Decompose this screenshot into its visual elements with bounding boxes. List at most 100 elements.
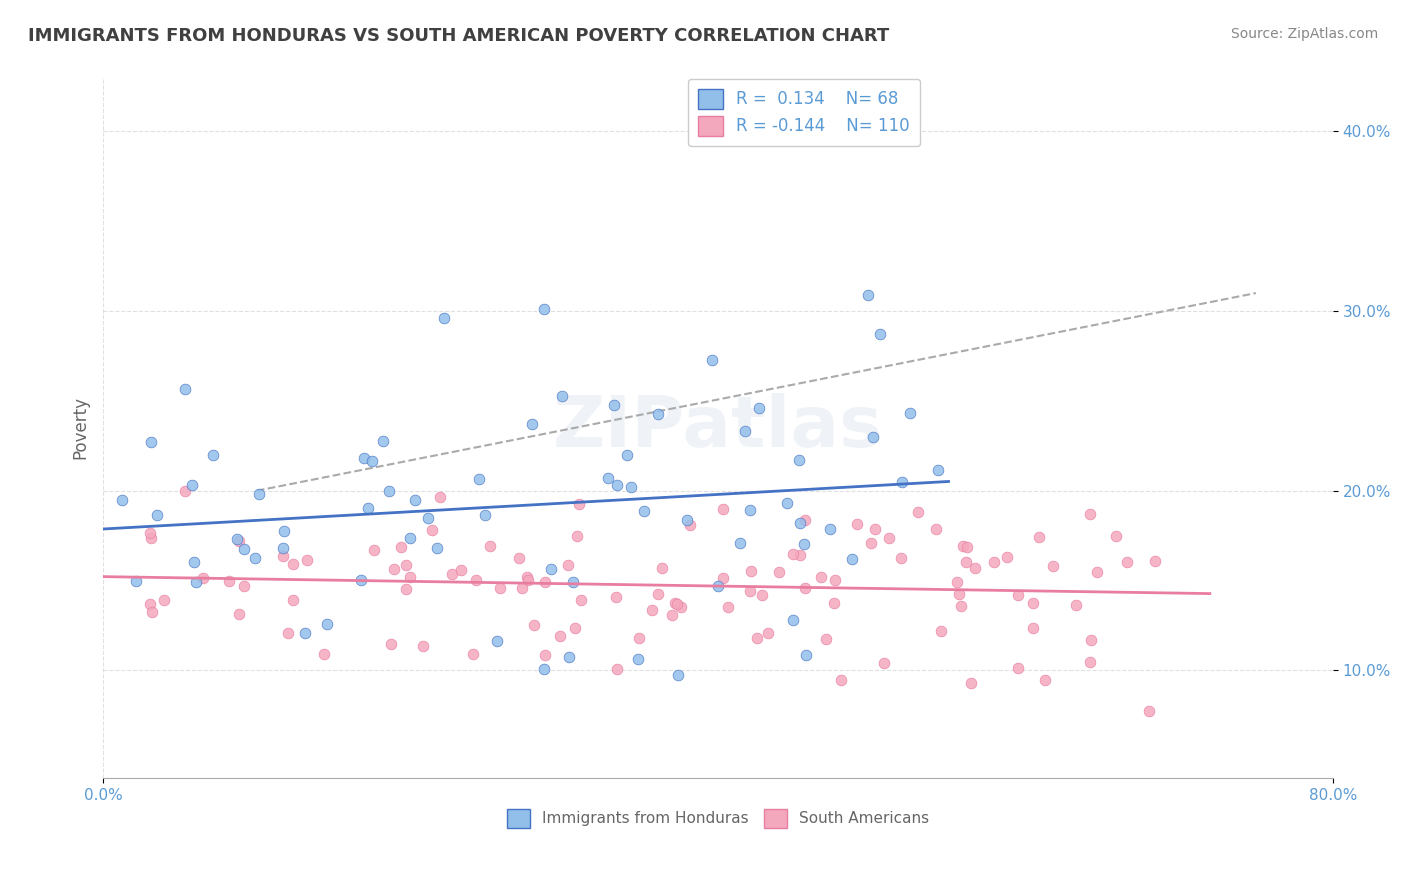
Point — [152, 593, 174, 607]
Point — [925, 523, 948, 537]
Point — [1105, 529, 1128, 543]
Point — [1022, 596, 1045, 610]
Point — [516, 570, 538, 584]
Point — [418, 511, 440, 525]
Point — [450, 563, 472, 577]
Point — [193, 570, 215, 584]
Point — [782, 613, 804, 627]
Point — [628, 631, 651, 645]
Point — [787, 452, 810, 467]
Point — [647, 407, 669, 421]
Point — [955, 555, 977, 569]
Point — [963, 560, 986, 574]
Point — [907, 505, 929, 519]
Point — [478, 539, 501, 553]
Point — [510, 581, 533, 595]
Point — [1007, 588, 1029, 602]
Point — [1033, 673, 1056, 687]
Text: IMMIGRANTS FROM HONDURAS VS SOUTH AMERICAN POVERTY CORRELATION CHART: IMMIGRANTS FROM HONDURAS VS SOUTH AMERIC… — [28, 27, 890, 45]
Point — [929, 624, 952, 638]
Point — [666, 668, 689, 682]
Point — [297, 553, 319, 567]
Point — [606, 478, 628, 492]
Point — [782, 547, 804, 561]
Point — [433, 310, 456, 325]
Point — [533, 662, 555, 676]
Point — [183, 555, 205, 569]
Point — [312, 647, 335, 661]
Point — [316, 616, 339, 631]
Point — [533, 575, 555, 590]
Point — [616, 448, 638, 462]
Point — [465, 574, 488, 588]
Point — [202, 448, 225, 462]
Point — [517, 573, 540, 587]
Point — [598, 470, 620, 484]
Point — [141, 605, 163, 619]
Point — [557, 558, 579, 572]
Point — [273, 524, 295, 538]
Point — [1115, 555, 1137, 569]
Point — [794, 648, 817, 663]
Point — [711, 571, 734, 585]
Point — [281, 557, 304, 571]
Point — [353, 451, 375, 466]
Point — [606, 662, 628, 676]
Point — [361, 454, 384, 468]
Point — [281, 593, 304, 607]
Point — [927, 463, 949, 477]
Point — [738, 502, 761, 516]
Point — [793, 537, 815, 551]
Point — [399, 570, 422, 584]
Point — [429, 491, 451, 505]
Point — [277, 625, 299, 640]
Point — [948, 587, 970, 601]
Point — [139, 525, 162, 540]
Point — [146, 508, 169, 522]
Point — [247, 487, 270, 501]
Point — [233, 541, 256, 556]
Point — [661, 607, 683, 622]
Point — [558, 650, 581, 665]
Point — [380, 637, 402, 651]
Point — [540, 562, 562, 576]
Point — [1080, 632, 1102, 647]
Point — [818, 522, 841, 536]
Point — [461, 647, 484, 661]
Point — [713, 501, 735, 516]
Point — [441, 567, 464, 582]
Point — [756, 625, 779, 640]
Point — [382, 562, 405, 576]
Point — [218, 574, 240, 588]
Point — [669, 600, 692, 615]
Point — [377, 483, 399, 498]
Point — [467, 472, 489, 486]
Point — [271, 549, 294, 563]
Point — [1007, 661, 1029, 675]
Point — [233, 579, 256, 593]
Point — [651, 561, 673, 575]
Point — [890, 551, 912, 566]
Point — [294, 625, 316, 640]
Point — [665, 597, 688, 611]
Point — [603, 398, 626, 412]
Point — [946, 574, 969, 589]
Point — [793, 581, 815, 595]
Y-axis label: Poverty: Poverty — [72, 396, 89, 459]
Point — [1042, 559, 1064, 574]
Point — [877, 531, 900, 545]
Point — [1078, 655, 1101, 669]
Point — [860, 535, 883, 549]
Point — [863, 522, 886, 536]
Point — [1028, 530, 1050, 544]
Point — [125, 574, 148, 589]
Point — [1143, 554, 1166, 568]
Point — [373, 434, 395, 448]
Point — [997, 550, 1019, 565]
Point — [357, 501, 380, 516]
Point — [605, 590, 627, 604]
Point — [647, 587, 669, 601]
Point — [815, 632, 838, 646]
Point — [399, 531, 422, 545]
Point — [245, 551, 267, 566]
